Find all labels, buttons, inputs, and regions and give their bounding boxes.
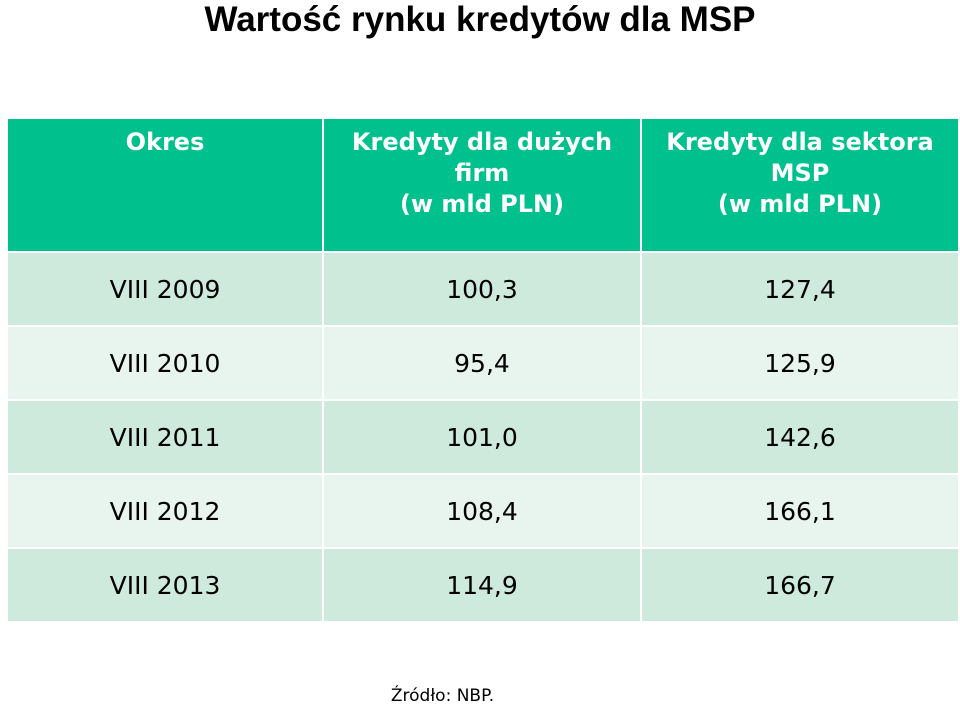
source-note: Źródło: NBP. (390, 686, 495, 706)
cell-sme-value: 127,4 (640, 251, 960, 327)
table-row: VIII 2012 108,4 166,1 (6, 473, 960, 549)
column-header-sme-sector-line-1: Kredyty dla sektora (666, 128, 934, 156)
column-header-sme-sector: Kredyty dla sektora MSP (w mld PLN) (640, 117, 960, 253)
table-row: VIII 2011 101,0 142,6 (6, 399, 960, 475)
credit-market-table-wrapper: Okres Kredyty dla dużych firm (w mld PLN… (6, 117, 960, 623)
table-row: VIII 2010 95,4 125,9 (6, 325, 960, 401)
cell-period: VIII 2009 (6, 251, 324, 327)
cell-large-firms-value: 101,0 (322, 399, 642, 475)
cell-period: VIII 2010 (6, 325, 324, 401)
cell-large-firms-value: 95,4 (322, 325, 642, 401)
column-header-large-firms: Kredyty dla dużych firm (w mld PLN) (322, 117, 642, 253)
table-row: VIII 2013 114,9 166,7 (6, 547, 960, 623)
cell-period: VIII 2011 (6, 399, 324, 475)
cell-period: VIII 2012 (6, 473, 324, 549)
column-header-large-firms-line-3: (w mld PLN) (399, 190, 565, 218)
cell-sme-value: 166,7 (640, 547, 960, 623)
column-header-period-line: Okres (125, 128, 205, 156)
cell-large-firms-value: 108,4 (322, 473, 642, 549)
cell-sme-value: 125,9 (640, 325, 960, 401)
column-header-sme-sector-line-3: (w mld PLN) (717, 190, 883, 218)
column-header-period: Okres (6, 117, 324, 253)
slide-title: Wartość rynku kredytów dla MSP (204, 0, 756, 39)
cell-period: VIII 2013 (6, 547, 324, 623)
cell-sme-value: 166,1 (640, 473, 960, 549)
cell-large-firms-value: 100,3 (322, 251, 642, 327)
cell-large-firms-value: 114,9 (322, 547, 642, 623)
table-row: VIII 2009 100,3 127,4 (6, 251, 960, 327)
column-header-large-firms-line-1: Kredyty dla dużych (351, 128, 613, 156)
credit-market-table: Okres Kredyty dla dużych firm (w mld PLN… (6, 117, 960, 623)
column-header-large-firms-line-2: firm (454, 159, 510, 187)
table-header-row: Okres Kredyty dla dużych firm (w mld PLN… (6, 117, 960, 253)
column-header-sme-sector-line-2: MSP (770, 159, 830, 187)
cell-sme-value: 142,6 (640, 399, 960, 475)
